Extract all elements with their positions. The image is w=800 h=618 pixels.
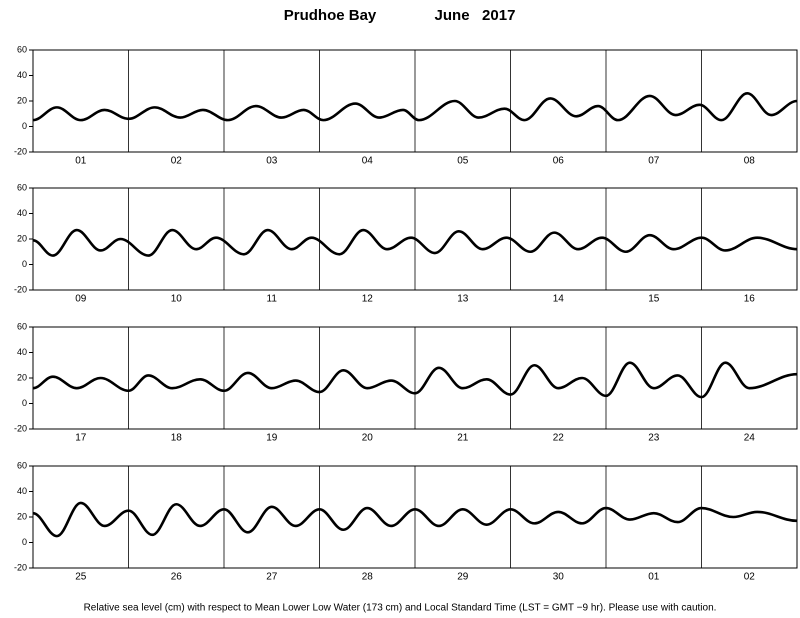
y-tick-label: 0 [22,259,27,269]
day-label: 06 [553,156,565,167]
day-label: 15 [648,294,660,305]
y-tick-label: 40 [17,486,27,496]
day-label: 21 [457,433,469,444]
day-label: 29 [457,572,469,583]
day-label: 10 [171,294,183,305]
day-label: 05 [457,156,469,167]
day-label: 16 [744,294,756,305]
day-label: 03 [266,156,278,167]
y-tick-label: 60 [17,182,27,192]
y-tick-label: 20 [17,511,27,521]
y-tick-label: 60 [17,321,27,331]
sea-level-curve [32,361,798,399]
y-tick-label: 40 [17,208,27,218]
day-label: 22 [553,433,565,444]
day-label: 13 [457,294,469,305]
footnote: Relative sea level (cm) with respect to … [84,603,717,614]
day-label: 19 [266,433,278,444]
y-tick-label: 60 [17,44,27,54]
y-tick-label: -20 [14,146,27,156]
day-label: 01 [75,156,87,167]
y-tick-label: 20 [17,372,27,382]
y-tick-label: -20 [14,284,27,294]
y-tick-label: 20 [17,233,27,243]
y-tick-label: 40 [17,347,27,357]
day-label: 11 [267,294,278,305]
day-label: 25 [75,572,87,583]
sea-level-curve [32,92,798,122]
day-label: 09 [75,294,87,305]
day-label: 28 [362,572,374,583]
day-label: 07 [648,156,660,167]
day-label: 23 [648,433,660,444]
day-label: 01 [648,572,660,583]
day-label: 18 [171,433,183,444]
day-label: 27 [266,572,278,583]
day-label: 30 [553,572,565,583]
chart-subtitle: June 2017 [435,7,516,24]
y-tick-label: -20 [14,562,27,572]
sea-level-curve [32,228,798,257]
day-label: 14 [553,294,565,305]
sea-level-curve [32,501,798,538]
day-label: 02 [744,572,756,583]
y-tick-label: 40 [17,70,27,80]
day-label: 17 [75,433,87,444]
day-label: 24 [744,433,756,444]
y-tick-label: 0 [22,398,27,408]
y-tick-label: 20 [17,95,27,105]
y-tick-label: 60 [17,460,27,470]
day-label: 20 [362,433,374,444]
day-label: 12 [362,294,374,305]
chart-title: Prudhoe Bay [284,7,377,24]
day-label: 04 [362,156,374,167]
day-label: 02 [171,156,183,167]
day-label: 26 [171,572,183,583]
day-label: 08 [744,156,756,167]
y-tick-label: 0 [22,121,27,131]
y-tick-label: -20 [14,423,27,433]
y-tick-label: 0 [22,537,27,547]
